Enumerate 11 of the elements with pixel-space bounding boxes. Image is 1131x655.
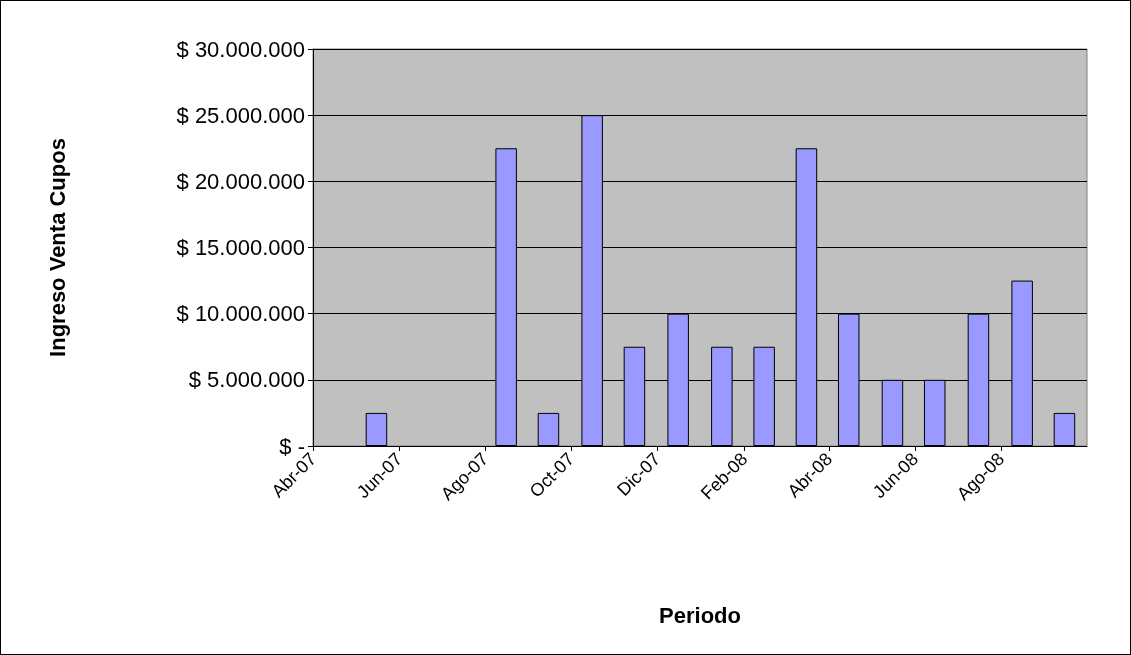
bar: [365, 412, 388, 446]
y-tick-label: $ 5.000.000: [188, 367, 305, 393]
bar: [537, 412, 560, 446]
y-tick-label: $ 30.000.000: [176, 36, 305, 62]
y-tick-label: $ 15.000.000: [176, 235, 305, 260]
bar: [1053, 412, 1076, 446]
x-axis-title: Periodo: [659, 602, 741, 628]
y-axis-title: Ingreso Venta Cupos: [44, 138, 70, 357]
y-tick-label: $ 20.000.000: [176, 168, 305, 194]
y-tick-label: $ 25.000.000: [176, 102, 305, 128]
y-tick-label: $ 10.000.000: [176, 301, 305, 327]
